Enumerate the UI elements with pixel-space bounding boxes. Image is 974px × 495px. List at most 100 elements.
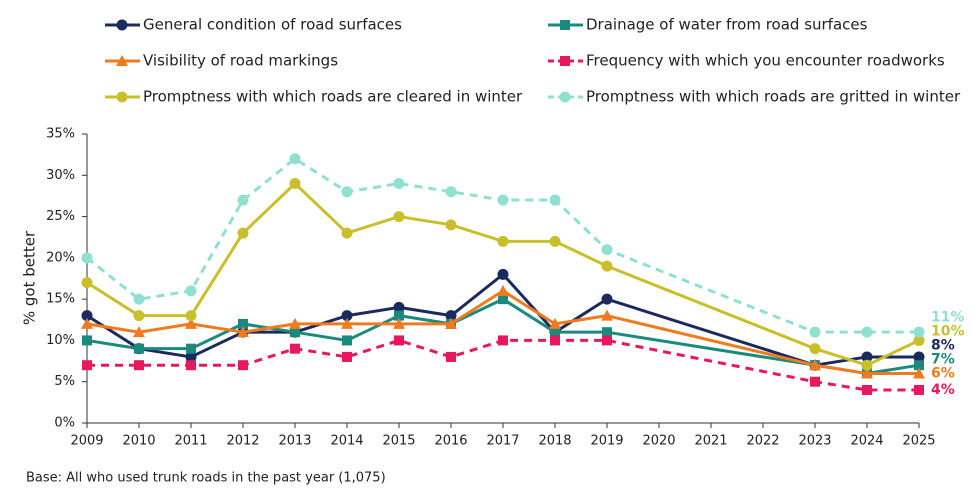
marker	[913, 367, 925, 379]
series-line	[86, 297, 920, 375]
marker	[601, 244, 613, 256]
x-tick-label: 2012	[226, 434, 259, 449]
marker	[913, 326, 925, 338]
marker	[809, 343, 821, 355]
end-label: 11%	[931, 309, 965, 325]
marker	[550, 327, 560, 338]
x-tick-label: 2009	[70, 434, 103, 449]
y-tick-label: 0%	[54, 416, 75, 431]
marker	[116, 55, 128, 66]
marker	[393, 211, 405, 223]
marker	[289, 317, 301, 329]
marker	[914, 384, 924, 395]
marker	[445, 219, 457, 231]
marker	[238, 318, 248, 329]
marker	[133, 293, 145, 305]
y-tick-label: 30%	[46, 168, 75, 183]
marker	[185, 310, 197, 322]
x-tick-label: 2017	[486, 434, 519, 449]
marker	[289, 178, 301, 190]
y-tick-label: 35%	[46, 127, 75, 142]
marker	[549, 317, 561, 329]
marker	[82, 335, 92, 346]
marker	[914, 360, 924, 371]
marker	[290, 327, 300, 338]
marker	[185, 285, 197, 297]
marker	[116, 91, 128, 103]
marker	[186, 360, 196, 371]
marker	[342, 351, 352, 362]
marker	[237, 326, 249, 338]
marker	[81, 252, 93, 264]
marker	[497, 235, 509, 247]
y-tick-label: 5%	[54, 374, 75, 389]
x-tick-label: 2015	[382, 434, 415, 449]
marker	[861, 326, 873, 338]
series-line	[86, 182, 920, 367]
y-tick-label: 20%	[46, 250, 75, 265]
marker	[498, 294, 508, 305]
marker	[497, 268, 509, 280]
y-tick-label: 10%	[46, 333, 75, 348]
marker	[560, 20, 570, 30]
series-line	[86, 157, 919, 334]
x-tick-label: 2013	[278, 434, 311, 449]
marker	[497, 194, 509, 206]
marker	[560, 56, 570, 66]
marker	[445, 186, 457, 198]
x-tick-label: 2014	[330, 434, 363, 449]
x-tick-label: 2010	[122, 434, 155, 449]
marker	[809, 359, 821, 371]
marker	[133, 310, 145, 322]
marker	[81, 317, 93, 329]
marker	[289, 153, 301, 165]
marker	[393, 178, 405, 190]
marker	[238, 360, 248, 371]
marker	[134, 343, 144, 354]
marker	[82, 360, 92, 371]
legend-label: Promptness with which roads are cleared …	[143, 88, 523, 106]
marker	[341, 317, 353, 329]
marker	[810, 376, 820, 387]
legend-label: Promptness with which roads are gritted …	[586, 88, 961, 106]
marker	[601, 260, 613, 272]
marker	[862, 384, 872, 395]
y-tick-label: 25%	[46, 209, 75, 224]
marker	[185, 317, 197, 329]
end-label: 10%	[931, 323, 965, 339]
marker	[861, 351, 873, 363]
marker	[602, 327, 612, 338]
legend-label: General condition of road surfaces	[143, 16, 402, 34]
marker	[861, 359, 873, 371]
end-label: 8%	[931, 337, 955, 353]
y-tick-label: 15%	[46, 292, 75, 307]
legend-label: Drainage of water from road surfaces	[586, 16, 868, 34]
marker	[913, 351, 925, 363]
legend-label: Visibility of road markings	[143, 52, 338, 70]
marker	[446, 351, 456, 362]
marker	[393, 317, 405, 329]
marker	[341, 310, 353, 322]
x-tick-label: 2020	[642, 434, 675, 449]
marker	[861, 367, 873, 379]
marker	[290, 343, 300, 354]
marker	[341, 186, 353, 198]
marker	[445, 310, 457, 322]
marker	[445, 317, 457, 329]
marker	[601, 309, 613, 321]
marker	[498, 335, 508, 346]
marker	[342, 335, 352, 346]
marker	[549, 194, 561, 206]
x-tick-label: 2016	[434, 434, 467, 449]
marker	[81, 310, 93, 322]
marker	[116, 19, 128, 31]
x-tick-label: 2023	[798, 434, 831, 449]
end-label: 6%	[931, 365, 955, 381]
x-tick-label: 2025	[902, 434, 935, 449]
end-label: 7%	[931, 351, 955, 367]
marker	[81, 277, 93, 289]
marker	[602, 335, 612, 346]
marker	[913, 334, 925, 346]
marker	[186, 343, 196, 354]
y-axis-label: % got better	[21, 230, 39, 325]
